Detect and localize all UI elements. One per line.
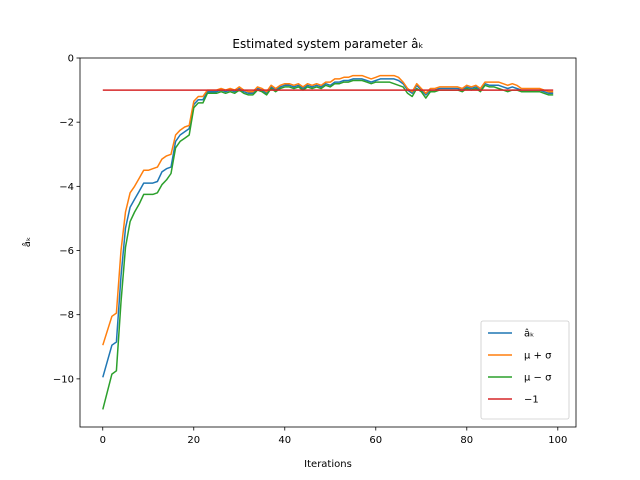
plot-frame xyxy=(79,57,577,428)
legend-frame xyxy=(480,320,570,420)
y-axis-title: âₖ xyxy=(21,237,33,247)
x-tick-label: 100 xyxy=(548,435,567,446)
series-line-0 xyxy=(102,78,554,378)
legend: âₖ μ + σ μ − σ −1 xyxy=(480,320,570,420)
legend-label-0: âₖ xyxy=(524,328,534,340)
legend-label-2: μ − σ xyxy=(524,373,552,384)
y-tick-label: −8 xyxy=(59,310,74,321)
x-tick-label: 60 xyxy=(369,435,382,446)
chart-title: Estimated system parameter âₖ xyxy=(232,37,423,51)
y-tick-label: −6 xyxy=(59,246,74,257)
plot-lines xyxy=(102,74,554,410)
series-line-1 xyxy=(102,74,554,346)
y-tick-label: −10 xyxy=(53,374,74,385)
y-tick-label: 0 xyxy=(68,54,74,65)
x-tick-label: 40 xyxy=(278,435,291,446)
y-tick-label: −2 xyxy=(59,118,74,129)
x-tick-label: 80 xyxy=(460,435,473,446)
x-axis-title: Iterations xyxy=(304,459,352,470)
x-tick-label: 20 xyxy=(187,435,200,446)
legend-label-1: μ + σ xyxy=(524,351,552,362)
y-axis: 0 −2 −4 −6 −8 −10 xyxy=(53,54,80,385)
x-tick-label: 0 xyxy=(100,435,106,446)
x-axis: 0 20 40 60 80 100 xyxy=(100,427,567,446)
legend-label-3: −1 xyxy=(524,395,539,406)
y-tick-label: −4 xyxy=(59,182,74,193)
